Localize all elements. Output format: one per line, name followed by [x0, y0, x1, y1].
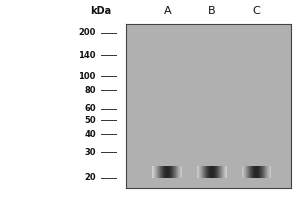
Text: 80: 80 [84, 86, 96, 95]
Text: 30: 30 [84, 148, 96, 157]
Text: 140: 140 [78, 51, 96, 60]
Text: B: B [208, 6, 216, 16]
Text: kDa: kDa [90, 6, 111, 16]
Text: A: A [164, 6, 171, 16]
Text: C: C [253, 6, 260, 16]
Text: 100: 100 [78, 72, 96, 81]
Text: 20: 20 [84, 173, 96, 182]
Text: 50: 50 [84, 116, 96, 125]
Text: 60: 60 [84, 104, 96, 113]
Text: 40: 40 [84, 130, 96, 139]
Text: 200: 200 [78, 28, 96, 37]
